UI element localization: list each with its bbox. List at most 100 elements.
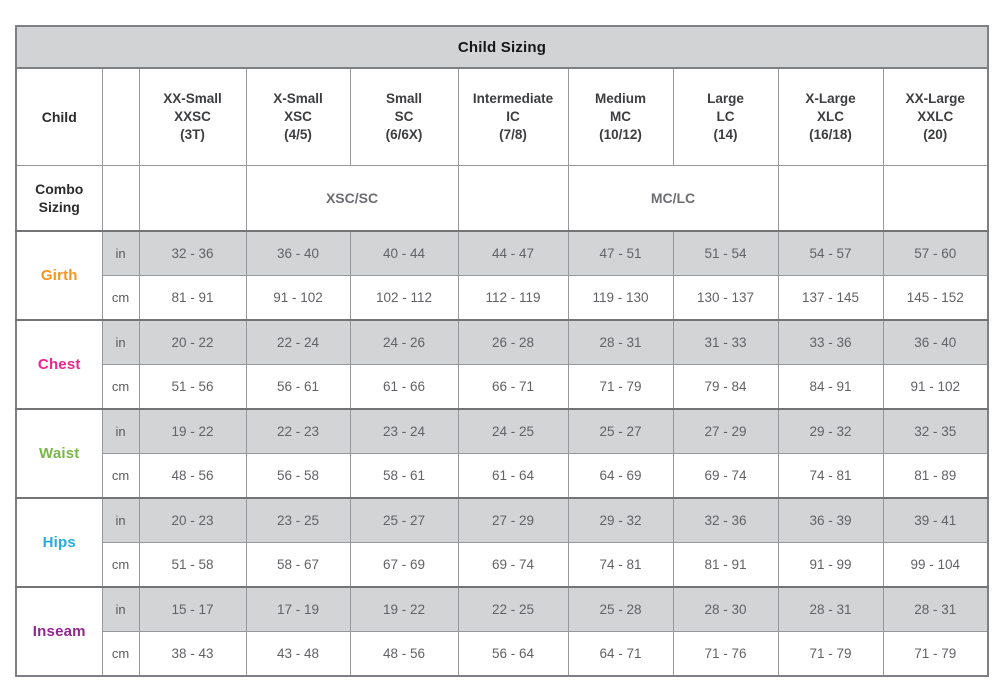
size-value-cell: 102 - 112 (349, 275, 459, 321)
combo-group-empty (457, 165, 569, 232)
size-value-cell: 56 - 58 (245, 453, 351, 499)
size-value-cell: 74 - 81 (567, 542, 674, 588)
size-value-cell: 36 - 40 (245, 230, 351, 276)
size-value-cell: 56 - 64 (457, 631, 569, 677)
size-value-cell: 38 - 43 (138, 631, 247, 677)
measurement-label-girth: Girth (15, 230, 103, 321)
size-value-cell: 71 - 79 (567, 364, 674, 410)
column-header-large: Large LC (14) (672, 67, 779, 166)
column-header-line: SC (394, 108, 414, 124)
combo-group-empty (777, 165, 884, 232)
size-value-cell: 61 - 64 (457, 453, 569, 499)
column-header-xx-large: XX-Large XXLC (20) (882, 67, 989, 166)
measurement-row-inseam-cm: cm 38 - 43 43 - 48 48 - 56 56 - 64 64 - 71 71 … (16, 631, 989, 677)
size-value-cell: 22 - 23 (245, 408, 351, 454)
size-value-cell: 137 - 145 (777, 275, 884, 321)
size-value-cell: 20 - 23 (138, 497, 247, 543)
column-header-line: XSC (284, 108, 312, 124)
size-value-cell: 71 - 79 (777, 631, 884, 677)
size-value-cell: 44 - 47 (457, 230, 569, 276)
size-value-cell: 47 - 51 (567, 230, 674, 276)
size-value-cell: 74 - 81 (777, 453, 884, 499)
size-value-cell: 58 - 61 (349, 453, 459, 499)
size-value-cell: 81 - 91 (672, 542, 779, 588)
unit-cell-cm: cm (101, 453, 140, 499)
column-header-line: XX-Small (163, 90, 222, 106)
unit-cell-cm: cm (101, 364, 140, 410)
column-header-line: (14) (713, 127, 738, 143)
size-value-cell: 81 - 91 (138, 275, 247, 321)
column-header-line: X-Large (805, 90, 856, 106)
size-value-cell: 58 - 67 (245, 542, 351, 588)
combo-unit-cell (101, 165, 140, 232)
column-header-intermediate: Intermediate IC (7/8) (457, 67, 569, 166)
measurement-row-girth-cm: cm 81 - 91 91 - 102 102 - 112 112 - 119 119 -… (16, 275, 989, 321)
size-value-cell: 40 - 44 (349, 230, 459, 276)
row-header-child: Child (15, 67, 103, 166)
measurement-row-hips-cm: cm 51 - 58 58 - 67 67 - 69 69 - 74 74 - 81 81 … (16, 542, 989, 588)
size-value-cell: 25 - 28 (567, 586, 674, 632)
unit-cell-in: in (101, 497, 140, 543)
column-header-medium: Medium MC (10/12) (567, 67, 674, 166)
size-value-cell: 51 - 58 (138, 542, 247, 588)
size-value-cell: 61 - 66 (349, 364, 459, 410)
size-value-cell: 28 - 31 (777, 586, 884, 632)
measurement-label-hips: Hips (15, 497, 103, 588)
size-value-cell: 119 - 130 (567, 275, 674, 321)
column-header-line: Medium (594, 90, 646, 106)
combo-sizing-label: Combo Sizing (15, 165, 103, 232)
size-value-cell: 51 - 54 (672, 230, 779, 276)
size-value-cell: 24 - 25 (457, 408, 569, 454)
size-value-cell: 36 - 40 (882, 319, 989, 365)
size-value-cell: 51 - 56 (138, 364, 247, 410)
size-value-cell: 20 - 22 (138, 319, 247, 365)
size-value-cell: 69 - 74 (672, 453, 779, 499)
column-header-line: (4/5) (284, 127, 312, 143)
size-value-cell: 19 - 22 (349, 586, 459, 632)
size-value-cell: 43 - 48 (245, 631, 351, 677)
size-value-cell: 22 - 25 (457, 586, 569, 632)
measurement-row-chest-in: Chest in 20 - 22 22 - 24 24 - 26 26 - 28 28 - … (15, 319, 989, 410)
measurement-row-waist-in: Waist in 19 - 22 22 - 23 23 - 24 24 - 25 25 - … (15, 408, 989, 499)
size-value-cell: 91 - 102 (882, 364, 989, 410)
child-sizing-table: Child Sizing Child XX-Small XXSC (3T) X-Smal… (15, 25, 990, 677)
combo-group-xsc-sc: XSC/SC (245, 165, 459, 232)
size-value-cell: 36 - 39 (777, 497, 884, 543)
column-header-xx-small: XX-Small XXSC (3T) (138, 67, 247, 166)
measurement-row-chest-cm: cm 51 - 56 56 - 61 61 - 66 66 - 71 71 - 79 79 … (16, 364, 989, 410)
table-title-row: Child Sizing (15, 25, 989, 69)
size-value-cell: 130 - 137 (672, 275, 779, 321)
size-value-cell: 27 - 29 (457, 497, 569, 543)
size-value-cell: 26 - 28 (457, 319, 569, 365)
size-value-cell: 71 - 79 (882, 631, 989, 677)
measurement-row-hips-in: Hips in 20 - 23 23 - 25 25 - 27 27 - 29 29 - 3… (15, 497, 989, 588)
column-header-line: Intermediate (472, 90, 554, 106)
size-value-cell: 84 - 91 (777, 364, 884, 410)
size-value-cell: 23 - 25 (245, 497, 351, 543)
size-value-cell: 31 - 33 (672, 319, 779, 365)
size-value-cell: 57 - 60 (882, 230, 989, 276)
measurement-label-chest: Chest (15, 319, 103, 410)
size-value-cell: 56 - 61 (245, 364, 351, 410)
size-value-cell: 33 - 36 (777, 319, 884, 365)
measurement-label-waist: Waist (15, 408, 103, 499)
size-value-cell: 91 - 99 (777, 542, 884, 588)
size-value-cell: 32 - 36 (138, 230, 247, 276)
size-value-cell: 28 - 31 (882, 586, 989, 632)
column-header-line: IC (506, 108, 520, 124)
child-sizing-chart: Child Sizing Child XX-Small XXSC (3T) X-Smal… (15, 25, 990, 677)
column-header-line: (7/8) (499, 127, 527, 143)
size-value-cell: 64 - 69 (567, 453, 674, 499)
column-header-line: (16/18) (809, 127, 852, 143)
combo-group-empty (882, 165, 989, 232)
size-value-cell: 25 - 27 (349, 497, 459, 543)
unit-cell-cm: cm (101, 631, 140, 677)
size-value-cell: 19 - 22 (138, 408, 247, 454)
size-value-cell: 39 - 41 (882, 497, 989, 543)
size-value-cell: 79 - 84 (672, 364, 779, 410)
size-value-cell: 69 - 74 (457, 542, 569, 588)
column-header-x-small: X-Small XSC (4/5) (245, 67, 351, 166)
size-value-cell: 81 - 89 (882, 453, 989, 499)
size-value-cell: 99 - 104 (882, 542, 989, 588)
column-header-x-large: X-Large XLC (16/18) (777, 67, 884, 166)
